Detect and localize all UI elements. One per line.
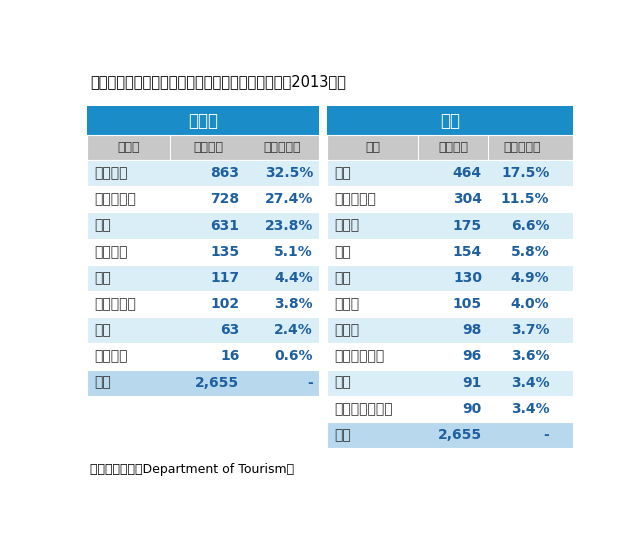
Bar [245,136,247,160]
Bar [87,160,319,186]
Text: 中東: 中東 [95,323,111,337]
Bar [87,213,319,239]
Text: 4.4%: 4.4% [274,271,313,285]
Text: （万人）: （万人） [439,141,468,154]
Text: 国別: 国別 [440,112,460,130]
Text: 17.5%: 17.5% [501,166,549,180]
Text: オーストラリア: オーストラリア [335,402,393,416]
Text: アフリカ: アフリカ [95,349,128,364]
Bar [87,291,319,317]
Bar [327,317,573,343]
Text: 図表２　タイの観光客到着数の地域別・国別内訳（2013年）: 図表２ タイの観光客到着数の地域別・国別内訳（2013年） [90,75,346,89]
Text: 105: 105 [453,297,482,311]
Bar [87,186,319,213]
Text: 4.9%: 4.9% [511,271,549,285]
Bar [327,265,573,291]
Text: 728: 728 [210,192,240,207]
Text: 中国: 中国 [335,166,352,180]
Bar [87,265,319,291]
Text: 27.4%: 27.4% [265,192,313,207]
Text: 32.5%: 32.5% [265,166,313,180]
Text: 464: 464 [453,166,482,180]
Text: 135: 135 [210,245,240,259]
Text: （構成比）: （構成比） [503,141,540,154]
Text: 南アジア: 南アジア [95,245,128,259]
Text: 3.4%: 3.4% [511,376,549,390]
Text: 3.7%: 3.7% [511,323,549,337]
Bar [327,291,573,317]
Text: 全体: 全体 [95,376,111,390]
Text: 米州: 米州 [95,271,111,285]
Text: 16: 16 [220,349,240,364]
Text: 地域別: 地域別 [188,112,218,130]
Bar [327,343,573,370]
Text: 304: 304 [453,192,482,207]
Text: 175: 175 [453,219,482,233]
Text: 23.8%: 23.8% [265,219,313,233]
Bar [327,160,573,186]
Text: 63: 63 [220,323,240,337]
Bar [327,136,573,160]
Bar [327,106,573,136]
Text: 全体: 全体 [335,428,352,442]
Bar [87,239,319,265]
Text: 0.6%: 0.6% [274,349,313,364]
Text: 欧州: 欧州 [95,219,111,233]
Text: 5.8%: 5.8% [511,245,549,259]
Bar [327,370,573,396]
Text: 96: 96 [462,349,482,364]
Bar [87,370,319,396]
Text: 631: 631 [211,219,240,233]
Text: -: - [544,428,549,442]
Text: 地域名: 地域名 [117,141,140,154]
Bar [87,343,319,370]
Text: マレーシア: マレーシア [335,192,377,207]
Text: 863: 863 [211,166,240,180]
Bar [327,396,573,422]
Bar [87,136,319,160]
Text: 5.1%: 5.1% [274,245,313,259]
Bar [327,186,573,213]
Text: 154: 154 [453,245,482,259]
Text: 6.6%: 6.6% [511,219,549,233]
Text: 韓国: 韓国 [335,271,352,285]
Text: 英国: 英国 [335,376,352,390]
Text: 2,655: 2,655 [195,376,240,390]
Text: 東アジア: 東アジア [95,166,128,180]
Text: 日本: 日本 [335,245,352,259]
Text: シンガポール: シンガポール [335,349,385,364]
Text: ラオス: ラオス [335,323,360,337]
Text: 98: 98 [462,323,482,337]
Text: インド: インド [335,297,360,311]
Text: 3.8%: 3.8% [274,297,313,311]
Bar [327,213,573,239]
Bar [87,317,319,343]
Text: -: - [307,376,313,390]
Text: 91: 91 [462,376,482,390]
Text: 2.4%: 2.4% [274,323,313,337]
Text: 11.5%: 11.5% [501,192,549,207]
Text: 東南アジア: 東南アジア [95,192,137,207]
Bar [327,239,573,265]
Text: 117: 117 [210,271,240,285]
Text: 130: 130 [453,271,482,285]
Text: 国名: 国名 [365,141,380,154]
Text: （万人）: （万人） [193,141,223,154]
Bar [327,422,573,448]
Bar [488,136,489,160]
Text: ロシア: ロシア [335,219,360,233]
Text: 3.4%: 3.4% [511,402,549,416]
Text: オセアニア: オセアニア [95,297,137,311]
Text: 102: 102 [210,297,240,311]
Text: （構成比）: （構成比） [263,141,301,154]
Bar [87,106,319,136]
Text: 出所：観光局（Department of Tourism）: 出所：観光局（Department of Tourism） [90,463,294,476]
Text: 4.0%: 4.0% [511,297,549,311]
Text: 3.6%: 3.6% [511,349,549,364]
Text: 90: 90 [462,402,482,416]
Text: 2,655: 2,655 [438,428,482,442]
